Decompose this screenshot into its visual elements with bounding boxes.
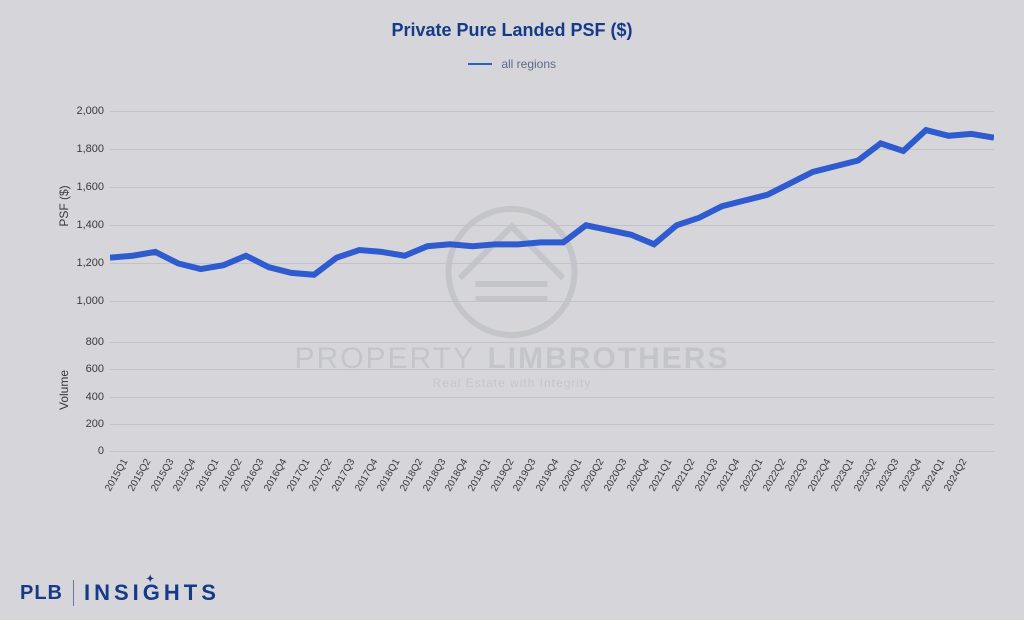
spark-icon: ✦ — [146, 574, 158, 585]
chart-area: PSF ($) 1,0001,2001,4001,6001,8002,000 V… — [70, 92, 994, 500]
gridline — [110, 369, 994, 370]
y-tick-label: 200 — [86, 418, 104, 430]
gridline — [110, 342, 994, 343]
volume-bar-panel: Volume 0200400600800 — [110, 329, 994, 451]
legend-line-icon — [468, 63, 492, 65]
volume-y-axis-label: Volume — [57, 370, 71, 410]
gridline — [110, 424, 994, 425]
legend-label: all regions — [501, 57, 556, 71]
y-tick-label: 1,000 — [76, 295, 104, 307]
footer-insights: INSIGHTS ✦ — [84, 580, 220, 606]
y-tick-label: 800 — [86, 336, 104, 348]
legend: all regions — [0, 56, 1024, 71]
footer-logo: PLB INSIGHTS ✦ — [20, 580, 220, 606]
psf-line-panel: PSF ($) 1,0001,2001,4001,6001,8002,000 — [110, 92, 994, 320]
y-tick-label: 1,400 — [76, 219, 104, 231]
y-tick-label: 0 — [98, 445, 104, 457]
page: Private Pure Landed PSF ($) all regions … — [0, 0, 1024, 620]
chart-title: Private Pure Landed PSF ($) — [0, 20, 1024, 41]
footer-separator — [73, 580, 74, 606]
gridline — [110, 397, 994, 398]
y-tick-label: 1,200 — [76, 257, 104, 269]
x-axis-labels: 2015Q12015Q22015Q32015Q42016Q12016Q22016… — [110, 457, 994, 620]
y-tick-label: 2,000 — [76, 105, 104, 117]
y-tick-label: 1,600 — [76, 181, 104, 193]
psf-line-series — [110, 92, 994, 320]
y-tick-label: 600 — [86, 363, 104, 375]
psf-y-axis-label: PSF ($) — [57, 186, 71, 227]
y-tick-label: 400 — [86, 391, 104, 403]
footer-plb: PLB — [20, 582, 63, 605]
y-tick-label: 1,800 — [76, 143, 104, 155]
gridline — [110, 451, 994, 452]
